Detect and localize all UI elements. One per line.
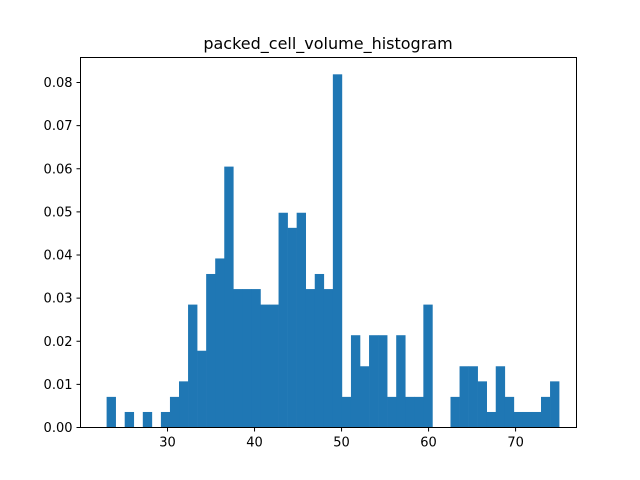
histogram-bar xyxy=(124,411,135,428)
histogram-bar xyxy=(450,396,460,428)
histogram-bar xyxy=(197,350,207,428)
y-tick-label: 0.07 xyxy=(44,119,73,134)
histogram-bar xyxy=(550,381,560,428)
y-tick-label: 0.06 xyxy=(44,162,73,177)
bars-group xyxy=(106,74,560,428)
histogram-bar xyxy=(215,258,225,428)
histogram-bar xyxy=(495,366,506,428)
y-axis: 0.00 0.01 0.02 0.03 0.04 0.05 0.06 0.07 0.08 xyxy=(44,76,81,436)
histogram-bar xyxy=(378,335,388,428)
histogram-bar xyxy=(341,396,352,428)
x-tick-label: 50 xyxy=(333,436,350,451)
histogram-bar xyxy=(242,289,252,428)
histogram-bar xyxy=(350,335,361,428)
histogram-bar xyxy=(260,304,270,428)
histogram-bar xyxy=(360,366,370,428)
histogram-bar xyxy=(522,411,533,428)
histogram-bar xyxy=(414,396,424,428)
x-tick-label: 70 xyxy=(507,436,524,451)
x-tick-label: 40 xyxy=(246,436,263,451)
histogram-bar xyxy=(314,273,325,428)
y-tick-label: 0.00 xyxy=(44,421,73,436)
histogram-bar xyxy=(233,289,243,428)
histogram-bar xyxy=(396,335,406,428)
y-tick-label: 0.04 xyxy=(44,249,73,264)
histogram-bar xyxy=(224,166,234,428)
histogram-bar xyxy=(160,411,171,428)
histogram-bar xyxy=(106,396,116,428)
histogram-bar xyxy=(188,304,198,428)
histogram-bar xyxy=(287,227,297,428)
x-tick-label: 30 xyxy=(159,436,176,451)
histogram-bar xyxy=(477,381,487,428)
y-tick-label: 0.02 xyxy=(44,335,73,350)
histogram-bar xyxy=(323,289,334,428)
histogram-bar xyxy=(169,396,180,428)
histogram-bar xyxy=(305,289,316,428)
histogram-bar xyxy=(531,411,542,428)
histogram-bar xyxy=(369,335,379,428)
histogram-bar xyxy=(269,304,279,428)
histogram-bar xyxy=(513,411,524,428)
y-tick-label: 0.05 xyxy=(44,205,73,220)
y-tick-label: 0.08 xyxy=(44,76,73,91)
histogram-bar xyxy=(142,411,153,428)
y-tick-label: 0.03 xyxy=(44,292,73,307)
histogram-bar xyxy=(468,366,478,428)
chart-title: packed_cell_volume_histogram xyxy=(203,34,452,54)
histogram-bar xyxy=(278,212,288,428)
histogram-bar xyxy=(504,396,515,428)
x-axis: 30 40 50 60 70 xyxy=(159,427,524,451)
histogram-bar xyxy=(206,273,216,428)
histogram-bar xyxy=(540,396,551,428)
histogram-bar xyxy=(405,396,415,428)
x-tick-label: 60 xyxy=(420,436,437,451)
plot-frame xyxy=(80,57,577,428)
histogram-bar xyxy=(486,411,497,428)
histogram-bar xyxy=(459,366,469,428)
histogram-bar xyxy=(296,212,307,428)
histogram-bar xyxy=(423,304,433,428)
histogram-bar xyxy=(179,381,189,428)
histogram-bar xyxy=(332,74,343,428)
histogram-bar xyxy=(251,289,261,428)
y-tick-label: 0.01 xyxy=(44,378,73,393)
histogram-bar xyxy=(387,396,397,428)
